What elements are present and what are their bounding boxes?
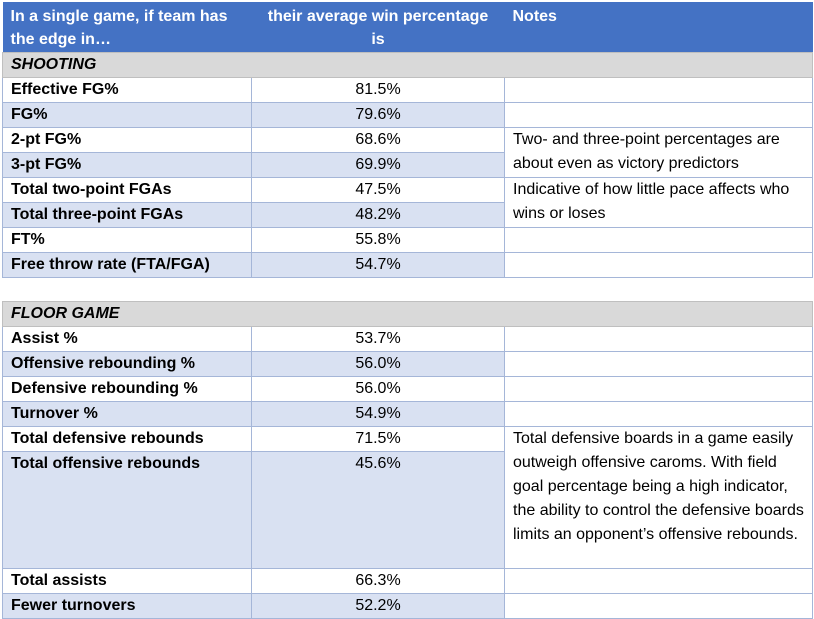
- header-edge: In a single game, if team has the edge i…: [2, 2, 252, 52]
- row-value: 54.9%: [251, 400, 505, 427]
- row-value: 47.5%: [251, 176, 505, 203]
- note-defensive-rebounds: Total defensive boards in a game easily …: [504, 425, 813, 569]
- row-value: 52.2%: [251, 592, 505, 619]
- row-label: Defensive rebounding %: [2, 375, 252, 402]
- row-value: 53.7%: [251, 325, 505, 352]
- row-note: [504, 567, 813, 594]
- section-title: FLOOR GAME: [2, 300, 813, 327]
- row-label: Total three-point FGAs: [2, 201, 252, 228]
- row-value: 81.5%: [251, 76, 505, 103]
- table-row: Defensive rebounding % 56.0%: [2, 375, 813, 402]
- row-value: 48.2%: [251, 201, 505, 228]
- row-note: [504, 76, 813, 103]
- row-value: 79.6%: [251, 101, 505, 128]
- row-note: [504, 375, 813, 402]
- row-value: 66.3%: [251, 567, 505, 594]
- table-row: Total defensive rebounds 71.5% Total def…: [2, 425, 813, 569]
- row-value: 54.7%: [251, 251, 505, 278]
- note-fg-percentages: Two- and three-point percentages are abo…: [504, 126, 813, 178]
- table-row: Offensive rebounding % 56.0%: [2, 350, 813, 377]
- row-value: 55.8%: [251, 226, 505, 253]
- row-label: Turnover %: [2, 400, 252, 427]
- spacer-row: [2, 277, 813, 301]
- table-row: FT% 55.8%: [2, 226, 813, 253]
- table-row: Total two-point FGAs 47.5% Indicative of…: [2, 176, 813, 228]
- row-note: [504, 350, 813, 377]
- section-header-floor-game: FLOOR GAME: [2, 300, 813, 327]
- row-label: Assist %: [2, 325, 252, 352]
- row-label: Effective FG%: [2, 76, 252, 103]
- row-label: Total defensive rebounds: [2, 425, 252, 452]
- section-title: SHOOTING: [2, 51, 813, 78]
- row-label: Fewer turnovers: [2, 592, 252, 619]
- row-value: 68.6%: [251, 126, 505, 153]
- note-fga-pace: Indicative of how little pace affects wh…: [504, 176, 813, 228]
- table-row: Free throw rate (FTA/FGA) 54.7%: [2, 251, 813, 278]
- row-label: Total two-point FGAs: [2, 176, 252, 203]
- row-label: Total assists: [2, 567, 252, 594]
- table-row: Effective FG% 81.5%: [2, 76, 813, 103]
- table-row: Total offensive rebounds 45.6%: [2, 450, 813, 569]
- row-value: 56.0%: [251, 350, 505, 377]
- row-note: [504, 325, 813, 352]
- section-header-shooting: SHOOTING: [2, 51, 813, 78]
- row-label: Total offensive rebounds: [2, 450, 252, 569]
- row-label: FT%: [2, 226, 252, 253]
- row-note: [504, 400, 813, 427]
- table-row: Assist % 53.7%: [2, 325, 813, 352]
- table-row: 2-pt FG% 68.6% Two- and three-point perc…: [2, 126, 813, 178]
- header-win-pct: their average win percentage is: [251, 2, 505, 52]
- table-row: FG% 79.6%: [2, 101, 813, 128]
- header-notes: Notes: [504, 2, 813, 52]
- table-row: Total assists 66.3%: [2, 567, 813, 594]
- spacer-cell: [2, 277, 813, 301]
- row-note: [504, 251, 813, 278]
- row-note: [504, 101, 813, 128]
- row-label: Offensive rebounding %: [2, 350, 252, 377]
- row-value: 45.6%: [251, 450, 505, 569]
- table-row: 3-pt FG% 69.9%: [2, 151, 813, 178]
- row-value: 56.0%: [251, 375, 505, 402]
- row-value: 69.9%: [251, 151, 505, 178]
- row-label: Free throw rate (FTA/FGA): [2, 251, 252, 278]
- row-note: [504, 592, 813, 619]
- header-row: In a single game, if team has the edge i…: [2, 2, 813, 52]
- row-note: [504, 226, 813, 253]
- row-label: FG%: [2, 101, 252, 128]
- row-label: 3-pt FG%: [2, 151, 252, 178]
- row-value: 71.5%: [251, 425, 505, 452]
- table-row: Fewer turnovers 52.2%: [2, 592, 813, 619]
- table-row: Turnover % 54.9%: [2, 400, 813, 427]
- row-label: 2-pt FG%: [2, 126, 252, 153]
